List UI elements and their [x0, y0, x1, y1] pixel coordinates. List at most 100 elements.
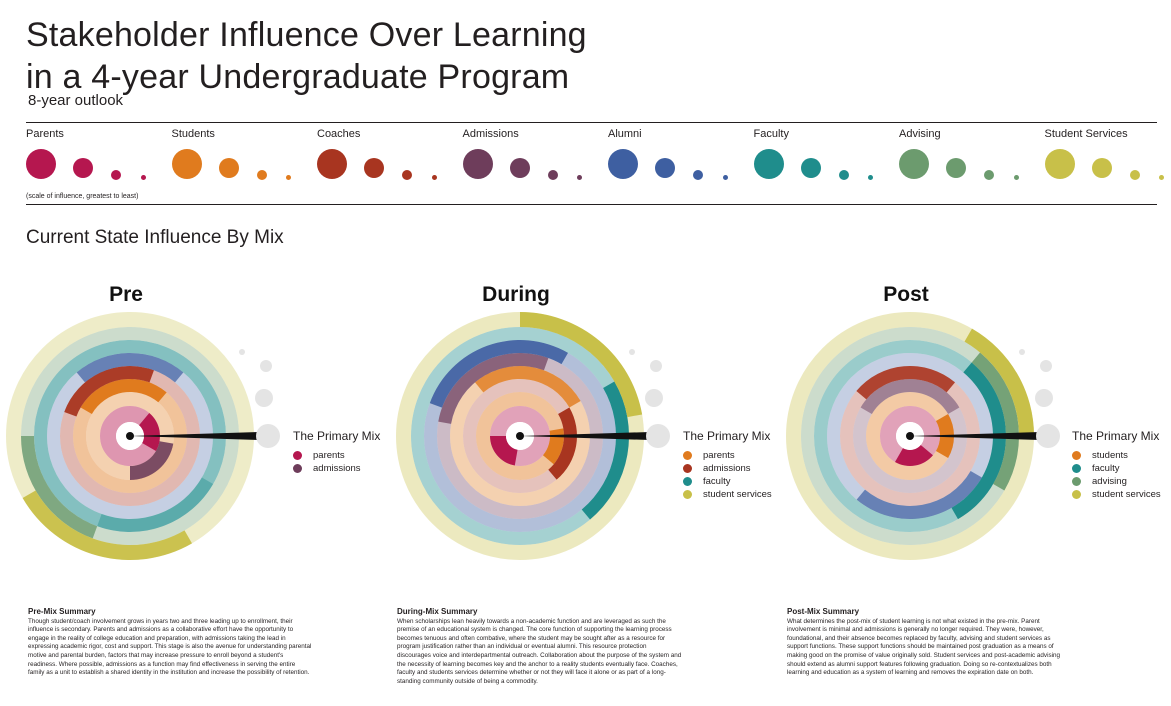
influence-dot	[753, 149, 784, 179]
primary-mix-pre: The Primary Mix parents admissions	[293, 429, 380, 475]
primary-mix-label: faculty	[703, 476, 731, 487]
influence-ring-segment	[429, 340, 568, 408]
influence-dot	[547, 170, 558, 180]
primary-mix-label: parents	[313, 450, 345, 461]
summary-heading: During-Mix Summary	[397, 607, 478, 616]
influence-dot	[111, 170, 121, 180]
primary-mix-swatch	[683, 451, 692, 460]
page-subtitle: 8-year outlook	[28, 92, 124, 109]
primary-mix-item: parents	[683, 449, 772, 462]
scale-note: (scale of influence, greatest to least)	[26, 193, 139, 200]
influence-ring-segment	[138, 413, 160, 451]
influence-dot	[946, 158, 966, 178]
scale-bubble	[1036, 424, 1060, 448]
legend-group: Advising	[899, 128, 941, 140]
influence-ring-segment	[542, 428, 564, 465]
primary-mix-heading: The Primary Mix	[1072, 429, 1160, 443]
influence-dot	[1013, 174, 1019, 180]
primary-mix-heading: The Primary Mix	[683, 429, 771, 443]
primary-mix-label: admissions	[313, 463, 361, 474]
primary-mix-swatch	[1072, 490, 1081, 499]
legend-label: Advising	[899, 128, 941, 140]
influence-dot	[1091, 158, 1112, 178]
radial-chart-during	[396, 312, 670, 560]
primary-mix-item: faculty	[683, 475, 772, 488]
scale-bubble	[1035, 389, 1053, 407]
influence-dot	[608, 149, 638, 179]
primary-mix-swatch	[683, 464, 692, 473]
legend-label: Coaches	[317, 128, 361, 140]
legend-group: Coaches	[317, 128, 360, 140]
primary-mix-pointer	[520, 432, 650, 440]
influence-ring-segment	[548, 407, 577, 480]
section-title: Current State Influence By Mix	[26, 227, 284, 248]
influence-ring-segment	[951, 362, 1006, 520]
mix-title-pre: Pre	[109, 283, 143, 306]
influence-dot	[218, 158, 239, 178]
primary-mix-post: The Primary Mix students faculty advising s…	[1072, 429, 1161, 501]
primary-mix-item: parents	[293, 449, 380, 462]
legend-label: Parents	[26, 128, 64, 140]
primary-mix-pointer	[130, 432, 260, 440]
legend-group: Admissions	[463, 128, 519, 140]
influence-dot	[140, 174, 146, 180]
primary-mix-label: parents	[703, 450, 735, 461]
influence-dot	[317, 149, 347, 179]
primary-mix-swatch	[1072, 477, 1081, 486]
summary-post: Post-Mix Summary What determines the pos…	[787, 607, 1072, 678]
primary-mix-item: students	[1072, 449, 1161, 462]
influence-dot	[286, 174, 291, 180]
scale-bubble	[239, 349, 245, 355]
primary-mix-label: student services	[703, 489, 772, 500]
scale-bubble	[256, 424, 280, 448]
influence-dot	[1129, 170, 1140, 180]
influence-dot	[984, 170, 994, 180]
summary-body: When scholarships lean heavily towards a…	[397, 617, 682, 685]
primary-mix-item: advising	[1072, 475, 1161, 488]
influence-dot	[171, 149, 202, 179]
influence-ring-segment	[97, 477, 214, 532]
primary-mix-item: admissions	[683, 462, 772, 475]
primary-mix-item: student services	[1072, 488, 1161, 501]
primary-mix-item: student services	[683, 488, 772, 501]
influence-ring-segment	[22, 490, 192, 560]
influence-dot	[402, 170, 412, 180]
legend-label: Admissions	[462, 128, 519, 140]
influence-dot	[1044, 149, 1075, 179]
legend-label: Student Services	[1044, 128, 1128, 140]
summary-pre: Pre-Mix Summary Though student/coach inv…	[28, 607, 313, 678]
influence-dot	[838, 170, 849, 180]
influence-ring-segment	[438, 353, 549, 424]
primary-mix-label: student services	[1092, 489, 1161, 500]
influence-dot	[26, 149, 56, 179]
radial-chart-pre	[6, 312, 280, 560]
influence-dot	[868, 174, 873, 180]
scale-bubble	[1040, 360, 1052, 372]
influence-dot	[256, 170, 267, 180]
summary-heading: Pre-Mix Summary	[28, 607, 96, 616]
primary-mix-label: advising	[1092, 476, 1127, 487]
influence-dot	[800, 158, 821, 178]
scale-bubble	[629, 349, 635, 355]
influence-dot	[655, 158, 675, 178]
mix-title-post: Post	[883, 283, 929, 306]
primary-mix-label: faculty	[1092, 463, 1120, 474]
center-dot	[906, 432, 914, 440]
influence-ring-segment	[80, 379, 167, 414]
summary-body: Though student/coach involvement grows i…	[28, 617, 312, 677]
scale-bubble	[255, 389, 273, 407]
primary-mix-swatch	[293, 464, 302, 473]
legend-label: Alumni	[608, 128, 642, 140]
legend-group: Student Services	[1045, 128, 1128, 140]
influence-ring-segment	[860, 379, 960, 414]
influence-ring-segment	[490, 436, 518, 466]
influence-dot	[1159, 174, 1164, 180]
influence-dot	[364, 158, 384, 178]
influence-dot	[899, 149, 929, 179]
primary-mix-heading: The Primary Mix	[293, 429, 381, 443]
legend-group: Faculty	[754, 128, 789, 140]
bottom-divider	[26, 204, 1157, 205]
influence-ring-segment	[475, 366, 581, 408]
legend-label: Students	[171, 128, 215, 140]
legend-group: Alumni	[608, 128, 642, 140]
